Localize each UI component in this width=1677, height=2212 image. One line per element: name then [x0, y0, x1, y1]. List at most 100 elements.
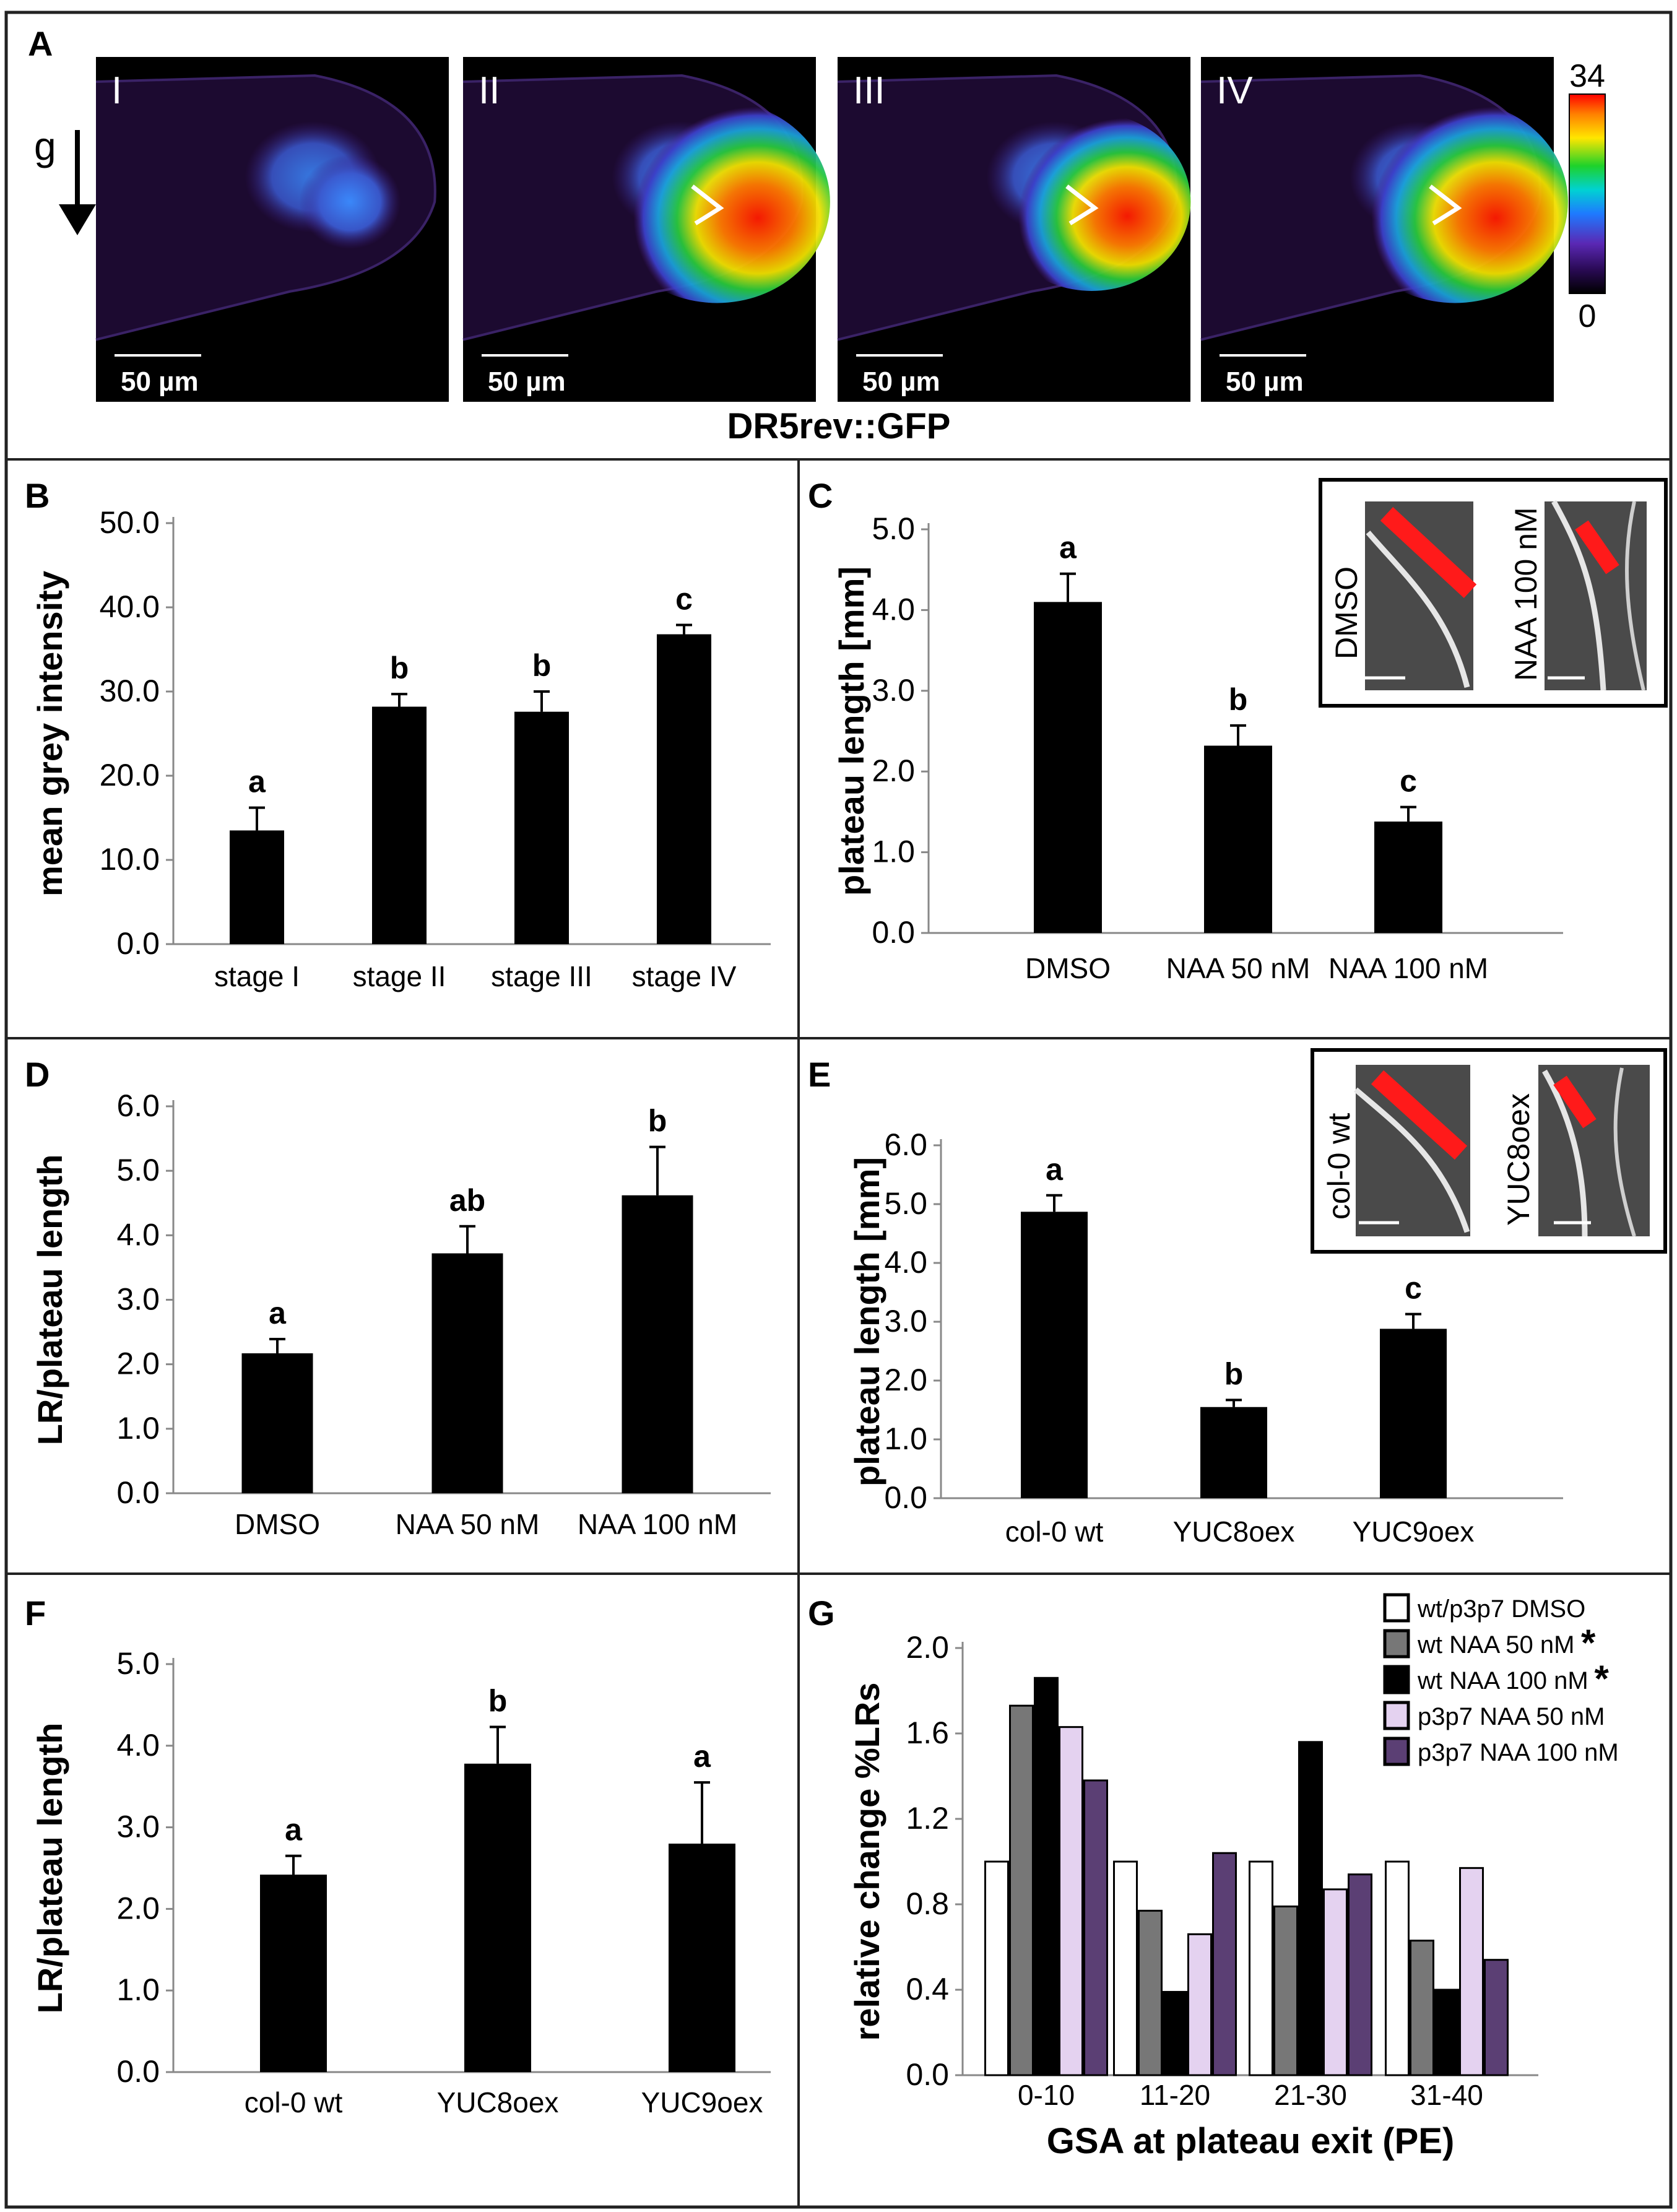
bar	[669, 1843, 735, 2072]
bar	[241, 1353, 313, 1493]
y-tick-label: 0.0	[872, 915, 915, 950]
y-tick-label: 4.0	[884, 1245, 927, 1280]
significance-letter: b	[648, 1104, 667, 1139]
y-tick-label: 0.0	[116, 2054, 160, 2089]
root-trace	[1366, 531, 1470, 688]
significance-letter: a	[285, 1813, 303, 1847]
stage-label: I	[111, 69, 122, 112]
significance-letter: ab	[449, 1183, 485, 1218]
chart-panel-d: D 0.0 1.0 2.0 3.0 4.0 5.0 6.0 LR/plateau length a…	[25, 1055, 771, 1540]
stage-label: III	[853, 69, 885, 112]
significance-letter: c	[675, 582, 693, 617]
legend-label: p3p7 NAA 100 nM	[1418, 1739, 1619, 1766]
panel-letter: C	[808, 476, 833, 515]
y-tick-label: 6.0	[116, 1088, 160, 1123]
x-tick-label: stage IV	[632, 960, 737, 992]
x-tick-label: NAA 50 nM	[396, 1508, 540, 1540]
panel-letter: A	[28, 24, 53, 63]
plateau-marker	[1380, 506, 1477, 599]
scale-bar-label: 50 µm	[1226, 366, 1304, 397]
chart-panel-b: B 0.0 10.0 20.0 30.0 40.0 50.0 mean grey intens…	[25, 476, 771, 992]
x-tick-label: stage I	[214, 960, 300, 992]
y-tick-label: 3.0	[116, 1810, 160, 1844]
significance-letter: c	[1400, 764, 1417, 799]
bar	[514, 711, 569, 944]
bar	[1410, 1940, 1434, 2076]
scale-bar-label: 50 µm	[488, 366, 566, 397]
legend-label: wt NAA 100 nM	[1417, 1667, 1588, 1694]
y-tick-label: 3.0	[872, 673, 915, 708]
bar	[1459, 1867, 1484, 2076]
legend-swatch	[1383, 1593, 1410, 1623]
y-axis-label: relative change %LRs	[847, 1683, 886, 2041]
legend-label: p3p7 NAA 50 nM	[1418, 1703, 1605, 1730]
chart-panel-f: F 0.0 1.0 2.0 3.0 4.0 5.0 LR/plateau length a col…	[25, 1594, 771, 2119]
bar	[1385, 1860, 1410, 2076]
micro-image: II 50 µm	[462, 57, 830, 402]
stage-label: II	[479, 69, 500, 112]
bar	[372, 706, 427, 944]
root-trace	[1625, 501, 1645, 691]
bar	[260, 1875, 327, 2072]
y-tick-label: 2.0	[884, 1363, 927, 1397]
y-axis-label: plateau length [mm]	[847, 1157, 886, 1486]
legend-label: wt/p3p7 DMSO	[1417, 1595, 1585, 1623]
arrowhead-icon	[1429, 184, 1462, 225]
bar	[657, 634, 711, 944]
panel-frame	[4, 11, 1673, 2209]
x-tick-label: NAA 100 nM	[1328, 952, 1488, 984]
y-tick-label: 0.0	[116, 1475, 160, 1510]
y-tick-label: 4.0	[116, 1217, 160, 1252]
y-tick-label: 2.0	[116, 1891, 160, 1925]
significance-letter: a	[1059, 531, 1077, 565]
legend-swatch	[1383, 1665, 1410, 1694]
significance-letter: c	[1405, 1271, 1422, 1306]
y-tick-label: 2.0	[872, 753, 915, 788]
arrowhead-icon	[691, 184, 724, 225]
y-axis-label: LR/plateau length	[30, 1723, 69, 2014]
x-tick-label: stage II	[353, 960, 446, 992]
bar	[1059, 1726, 1083, 2076]
y-tick-label: 1.2	[906, 1801, 949, 1836]
x-tick-label: 31-40	[1410, 2079, 1483, 2111]
bar	[1484, 1959, 1509, 2076]
y-tick-label: 6.0	[884, 1127, 927, 1162]
x-tick-label: 11-20	[1140, 2079, 1210, 2111]
bar	[1348, 1873, 1372, 2076]
bar	[1249, 1860, 1273, 2076]
y-tick-label: 10.0	[100, 842, 160, 877]
panel-a: A g I 50 µm II 50 µm III 50 µm IV 50 µm 34 0 DR…	[28, 24, 1606, 446]
y-tick-label: 2.0	[116, 1347, 160, 1381]
bar	[1374, 822, 1442, 933]
y-tick-label: 3.0	[884, 1304, 927, 1338]
root-trace	[1354, 1087, 1470, 1233]
significance-letter: a	[693, 1739, 711, 1774]
y-tick-label: 20.0	[100, 758, 160, 792]
signal-region	[992, 112, 1191, 291]
significance-star: *	[1595, 1658, 1610, 1699]
root-trace	[1551, 500, 1606, 691]
y-tick-label: 40.0	[100, 589, 160, 624]
x-tick-label: YUC8oex	[437, 2086, 559, 2119]
colorbar: 34 0	[1569, 58, 1606, 334]
scale-bar-label: 50 µm	[862, 366, 940, 397]
x-tick-label: YUC8oex	[1173, 1516, 1295, 1548]
legend-swatch	[1383, 1737, 1410, 1766]
panel-letter: E	[808, 1055, 831, 1094]
bar	[1212, 1852, 1237, 2076]
y-tick-label: 0.0	[906, 2057, 949, 2092]
y-tick-label: 4.0	[872, 592, 915, 627]
bar	[984, 1860, 1009, 2076]
inset-e: col-0 wt YUC8oex	[1311, 1048, 1667, 1254]
scale-bar-label: 50 µm	[121, 366, 199, 397]
inset-label: col-0 wt	[1322, 1113, 1356, 1220]
chart-panel-g: G 0.0 0.4 0.8 1.2 1.6 2.0 relative change %LRs 0…	[808, 1593, 1619, 2161]
x-tick-label: stage III	[491, 960, 592, 992]
y-tick-label: 0.4	[906, 1972, 949, 2006]
x-tick-label: col-0 wt	[1005, 1516, 1104, 1548]
y-tick-label: 3.0	[116, 1282, 160, 1317]
bar	[431, 1253, 503, 1493]
y-tick-label: 5.0	[884, 1186, 927, 1221]
bar	[622, 1195, 693, 1493]
